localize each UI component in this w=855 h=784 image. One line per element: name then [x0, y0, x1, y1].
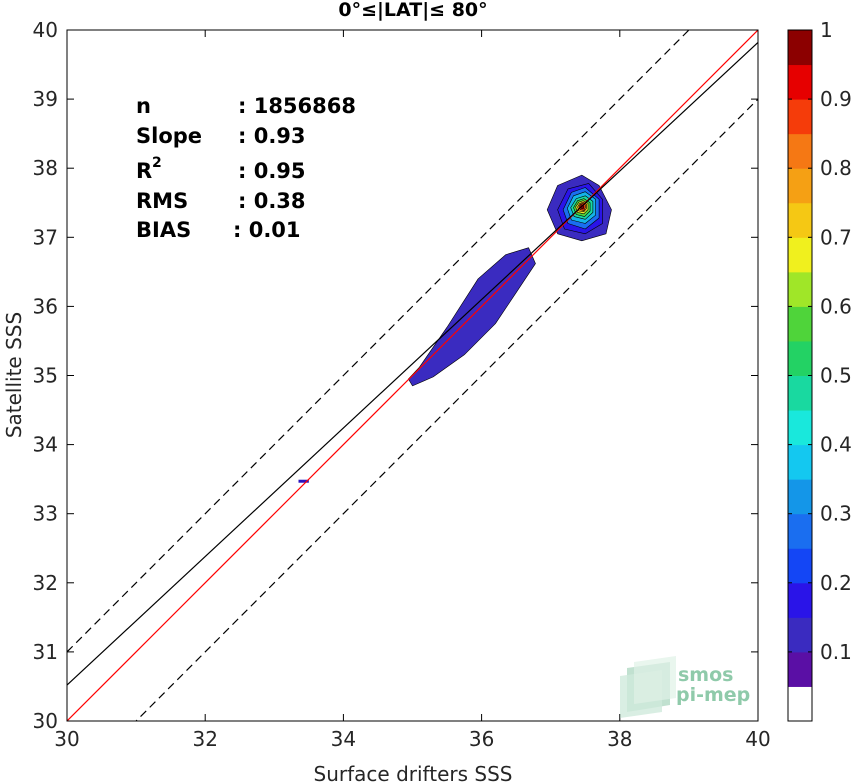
logo-icon	[620, 656, 676, 718]
y-tick-label: 32	[33, 571, 58, 595]
colorbar-band	[788, 340, 812, 376]
colorbar-band	[788, 168, 812, 204]
colorbar-tick-label: 0.9	[820, 87, 852, 111]
identity-line	[67, 30, 758, 721]
colorbar-band	[788, 64, 812, 100]
x-tick-label: 34	[331, 727, 356, 751]
stat-label: BIAS	[136, 218, 191, 242]
y-tick-label: 39	[33, 87, 58, 111]
stat-value: : 0.93	[238, 124, 306, 148]
stat-label: RMS	[136, 189, 188, 213]
chart-title: 0°≤|LAT|≤ 80°	[338, 0, 487, 21]
upper-bound-line	[67, 30, 690, 653]
colorbar-band	[788, 237, 812, 273]
colorbar-tick-label: 0.4	[820, 433, 852, 457]
y-tick-label: 40	[33, 18, 58, 42]
colorbar-band	[788, 513, 812, 549]
y-tick-label: 31	[33, 640, 58, 664]
colorbar-tick-label: 0.6	[820, 294, 852, 318]
stat-value: : 1856868	[238, 94, 356, 118]
colorbar: 0.1 0.2 0.3 0.4 0.5 0.6 0.7 0.8 0.9 1	[787, 18, 852, 722]
colorbar-band	[788, 479, 812, 515]
x-tick-label: 30	[54, 727, 79, 751]
colorbar-band	[788, 202, 812, 238]
x-tick-label: 32	[192, 727, 217, 751]
colorbar-tick-label: 0.5	[820, 364, 852, 388]
colorbar-tick-label: 0.8	[820, 156, 852, 180]
colorbar-band	[788, 30, 812, 66]
y-tick-label: 37	[33, 225, 58, 249]
colorbar-band	[788, 271, 812, 307]
y-axis-label: Satellite SSS	[2, 312, 26, 438]
y-tick-label: 36	[33, 294, 58, 318]
stat-value: : 0.38	[238, 189, 306, 213]
colorbar-bands	[788, 30, 812, 722]
plot-area: 30 32 34 36 38 40 30 31 32 33 34 35 36 37 38 39 40	[33, 18, 771, 751]
colorbar-band	[788, 651, 812, 687]
y-tick-label: 34	[33, 433, 58, 457]
colorbar-band	[788, 617, 812, 653]
colorbar-tick-label: 1	[820, 18, 833, 42]
regression-line	[67, 41, 758, 686]
colorbar-band	[788, 444, 812, 480]
stat-value: : 0.95	[238, 159, 306, 183]
colorbar-band	[788, 306, 812, 342]
y-axis-ticks: 30 31 32 33 34 35 36 37 38 39 40	[33, 18, 758, 733]
colorbar-band	[788, 375, 812, 411]
colorbar-tick-label: 0.7	[820, 225, 852, 249]
x-tick-label: 36	[469, 727, 494, 751]
x-axis-label: Surface drifters SSS	[314, 762, 513, 784]
colorbar-band	[788, 410, 812, 446]
colorbar-band	[788, 99, 812, 135]
stat-label: Slope	[136, 124, 202, 148]
colorbar-band	[788, 133, 812, 169]
statistics-annotation: n : 1856868 Slope : 0.93 R 2 : 0.95 RMS : 0.38 BI…	[136, 94, 356, 242]
x-tick-label: 38	[607, 727, 632, 751]
lower-bound-line	[135, 98, 758, 721]
watermark-line1: smos	[678, 664, 733, 686]
colorbar-band	[788, 582, 812, 618]
reference-lines	[67, 30, 758, 721]
y-tick-label: 38	[33, 156, 58, 180]
x-tick-label: 40	[745, 727, 770, 751]
colorbar-tick-label: 0.2	[820, 571, 852, 595]
colorbar-band	[788, 548, 812, 584]
stat-label: R	[136, 159, 152, 183]
y-tick-label: 35	[33, 364, 58, 388]
x-axis-ticks: 30 32 34 36 38 40	[54, 30, 771, 751]
watermark-logo: smos pi-mep	[620, 656, 750, 718]
stat-value: : 0.01	[233, 218, 301, 242]
stat-label-superscript: 2	[152, 155, 162, 171]
colorbar-tick-label: 0.1	[820, 640, 852, 664]
colorbar-band	[788, 686, 812, 722]
y-tick-label: 30	[33, 709, 58, 733]
watermark-line2: pi-mep	[676, 684, 750, 706]
colorbar-ticks: 0.1 0.2 0.3 0.4 0.5 0.6 0.7 0.8 0.9 1	[788, 18, 852, 664]
y-tick-label: 33	[33, 502, 58, 526]
stat-label: n	[136, 94, 151, 118]
colorbar-tick-label: 0.3	[820, 502, 852, 526]
